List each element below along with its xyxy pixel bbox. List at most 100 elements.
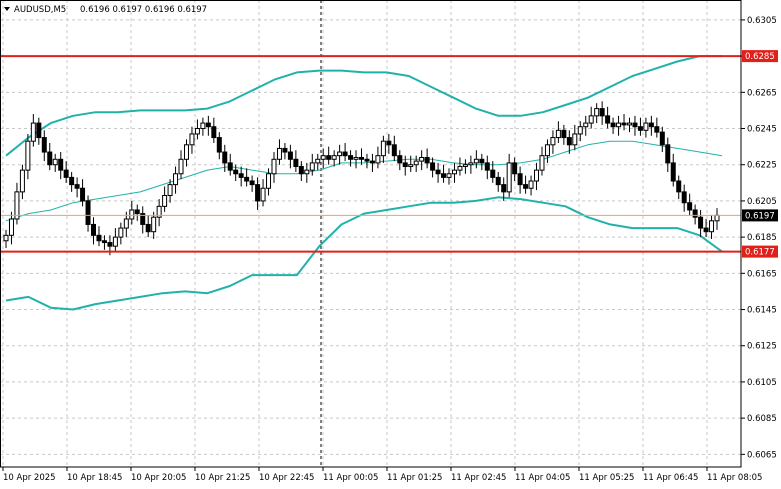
candle	[534, 162, 540, 191]
x-tick-label: 10 Apr 18:45	[67, 473, 122, 483]
x-tick-label: 10 Apr 2025	[3, 473, 56, 483]
candle	[348, 150, 354, 167]
candle	[129, 200, 135, 225]
candle	[25, 133, 31, 180]
dropdown-triangle-icon[interactable]	[4, 7, 10, 11]
candle	[326, 146, 332, 165]
candle	[211, 117, 217, 143]
x-tick-label: 11 Apr 06:45	[643, 473, 698, 483]
candle	[36, 117, 42, 145]
candle	[402, 155, 408, 176]
candle	[659, 126, 665, 153]
candle	[435, 162, 441, 183]
candle	[271, 152, 277, 183]
candle	[249, 175, 255, 192]
candle	[47, 142, 53, 171]
candle	[594, 103, 600, 124]
candle	[550, 130, 556, 154]
candle	[222, 144, 228, 172]
candle	[610, 117, 616, 134]
y-tick-label: 0.6105	[747, 378, 777, 388]
candle	[441, 164, 447, 183]
candle	[397, 150, 403, 171]
candle	[151, 211, 157, 239]
candle	[605, 106, 611, 129]
current-price-label: 0.6197	[745, 211, 775, 221]
candle	[512, 157, 518, 182]
symbol-label: AUDUSD,M5	[14, 5, 66, 15]
candle	[637, 117, 643, 136]
candle	[539, 146, 545, 176]
x-tick-label: 11 Apr 05:25	[579, 473, 634, 483]
y-tick-label: 0.6305	[747, 16, 777, 26]
candle	[216, 132, 222, 160]
x-tick-label: 11 Apr 04:05	[515, 473, 570, 483]
candle	[626, 117, 632, 133]
candle	[189, 126, 195, 154]
y-tick-label: 0.6205	[747, 197, 777, 207]
candle	[462, 159, 468, 174]
candle	[309, 153, 315, 176]
candle	[342, 142, 348, 162]
candle	[145, 215, 151, 238]
candle	[74, 177, 80, 198]
y-tick-label: 0.6245	[747, 125, 777, 135]
candle	[544, 139, 550, 163]
candle	[304, 162, 310, 183]
candle	[572, 124, 578, 151]
candle	[293, 150, 299, 172]
candle	[183, 139, 189, 167]
candle	[681, 184, 687, 212]
x-tick-label: 11 Apr 01:25	[387, 473, 442, 483]
candle	[58, 152, 64, 180]
x-tick-label: 11 Apr 00:05	[323, 473, 378, 483]
level-lines[interactable]	[0, 55, 741, 253]
y-tick-label: 0.6225	[747, 161, 777, 171]
candle	[233, 164, 239, 182]
candle	[364, 153, 370, 169]
candle	[408, 155, 414, 172]
candle	[703, 219, 709, 238]
candle	[391, 135, 397, 162]
candle	[413, 155, 419, 172]
candle	[80, 179, 86, 207]
candle	[380, 135, 386, 163]
candle	[375, 146, 381, 169]
candle	[419, 150, 425, 171]
candle	[320, 148, 326, 169]
candle	[14, 182, 20, 225]
level-tag	[742, 50, 778, 63]
candle	[698, 209, 704, 238]
y-tick-label: 0.6085	[747, 414, 777, 424]
x-axis: 10 Apr 2025 10 Apr 18:45 10 Apr 20:05 10 Ap…	[2, 467, 762, 483]
y-axis: 0.6305 0.6285 0.6265 0.6245 0.6225 0.6205 0.61…	[741, 16, 777, 460]
candle	[583, 115, 589, 136]
candle	[30, 114, 36, 147]
candle	[353, 150, 359, 169]
candle	[424, 148, 430, 169]
candle	[484, 155, 490, 180]
candle	[337, 144, 343, 165]
candle	[451, 162, 457, 183]
candle	[315, 153, 321, 171]
y-tick-label: 0.6145	[747, 306, 777, 316]
y-tick-label: 0.6065	[747, 450, 777, 460]
candle	[490, 161, 496, 183]
candle	[282, 142, 288, 160]
candle	[528, 175, 534, 196]
candle	[566, 130, 572, 154]
bollinger-bands	[5, 55, 723, 311]
candle	[479, 153, 485, 171]
candle	[495, 171, 501, 192]
candle	[173, 166, 179, 194]
candle	[194, 119, 200, 140]
candle	[298, 161, 304, 182]
y-tick-label: 0.6185	[747, 233, 777, 243]
candle	[523, 175, 529, 194]
candle	[276, 139, 282, 165]
candle	[260, 179, 266, 207]
candle	[430, 157, 436, 178]
candle	[238, 166, 244, 187]
level-tag-label: 0.6177	[745, 248, 775, 258]
